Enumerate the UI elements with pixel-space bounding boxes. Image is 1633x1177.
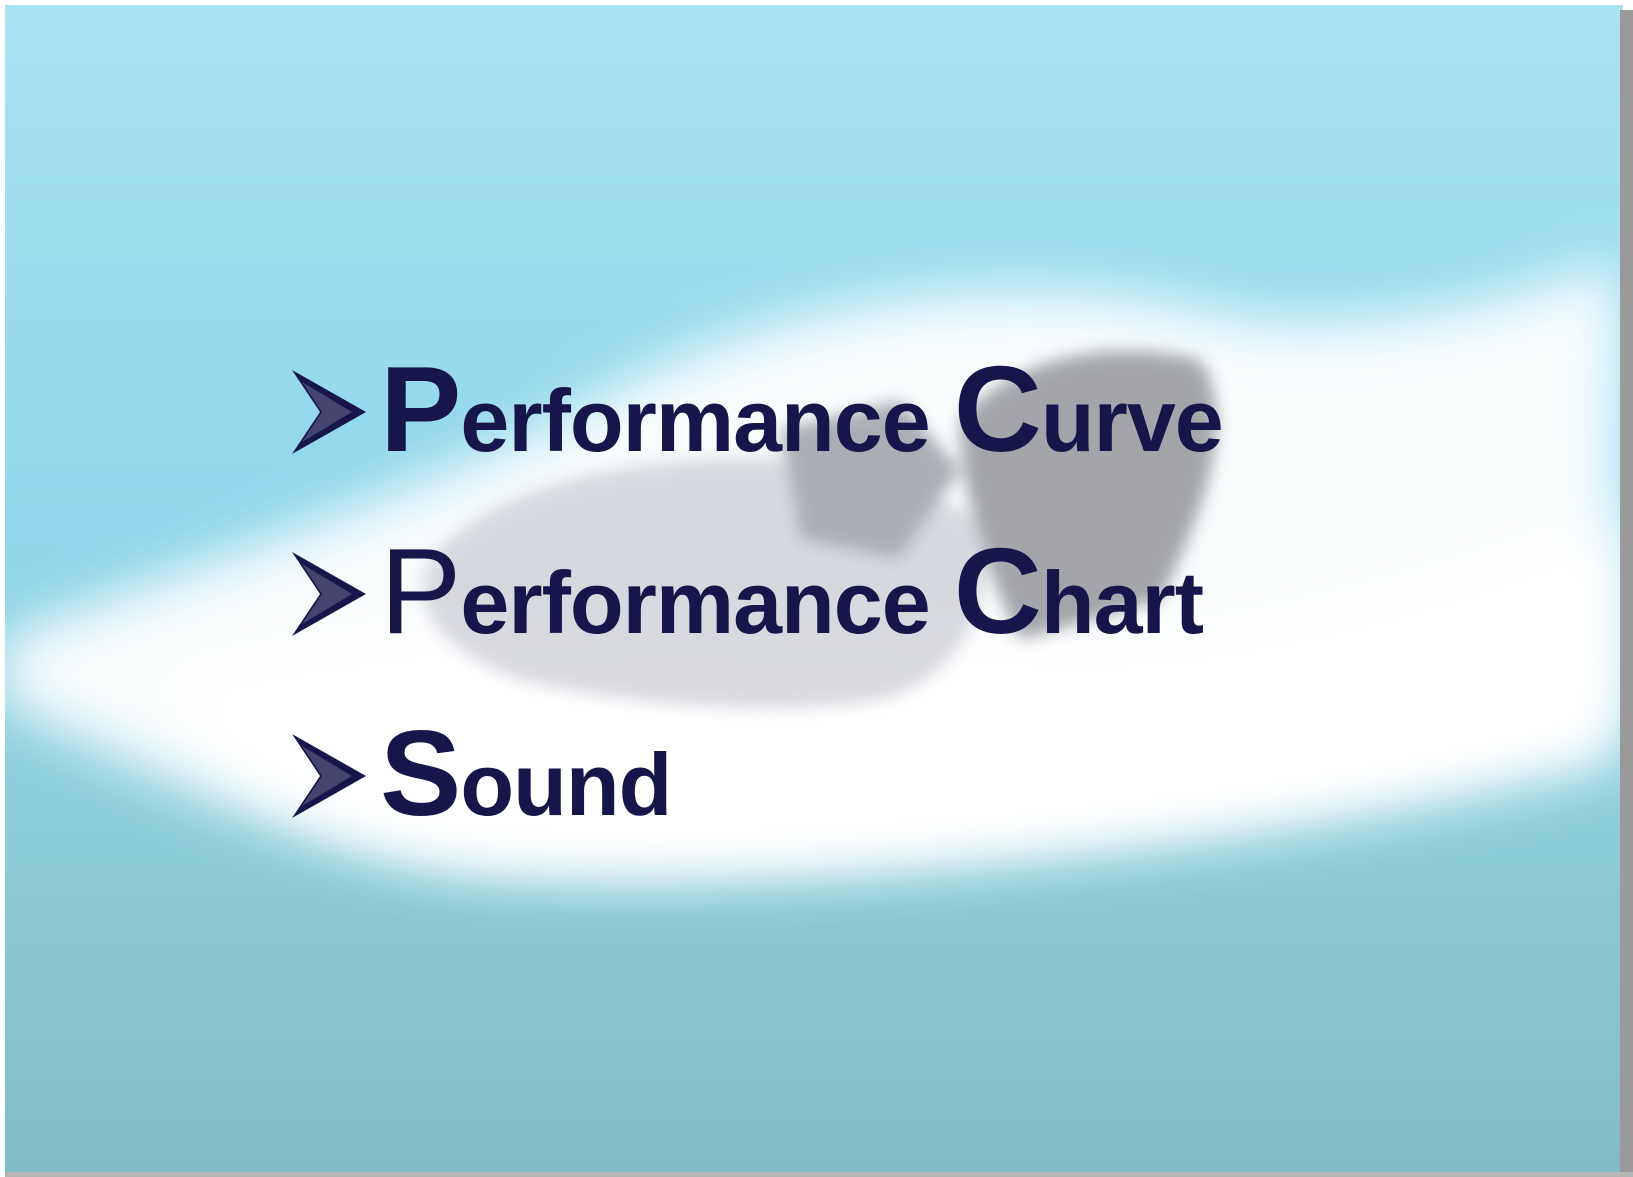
item-word: Performance xyxy=(380,341,931,477)
item-word: Sound xyxy=(380,705,672,841)
item-word: Curve xyxy=(953,341,1224,477)
item-word: Chart xyxy=(953,523,1204,659)
bullet-arrow xyxy=(292,734,366,818)
bullet-arrow xyxy=(292,552,366,636)
bullet-item: Performance Curve xyxy=(290,340,1247,470)
item-word: Performance xyxy=(380,523,931,659)
bullet-item: Performance Chart xyxy=(290,522,1227,652)
bullet-arrow xyxy=(292,370,366,454)
bullet-item: Sound xyxy=(290,704,695,834)
